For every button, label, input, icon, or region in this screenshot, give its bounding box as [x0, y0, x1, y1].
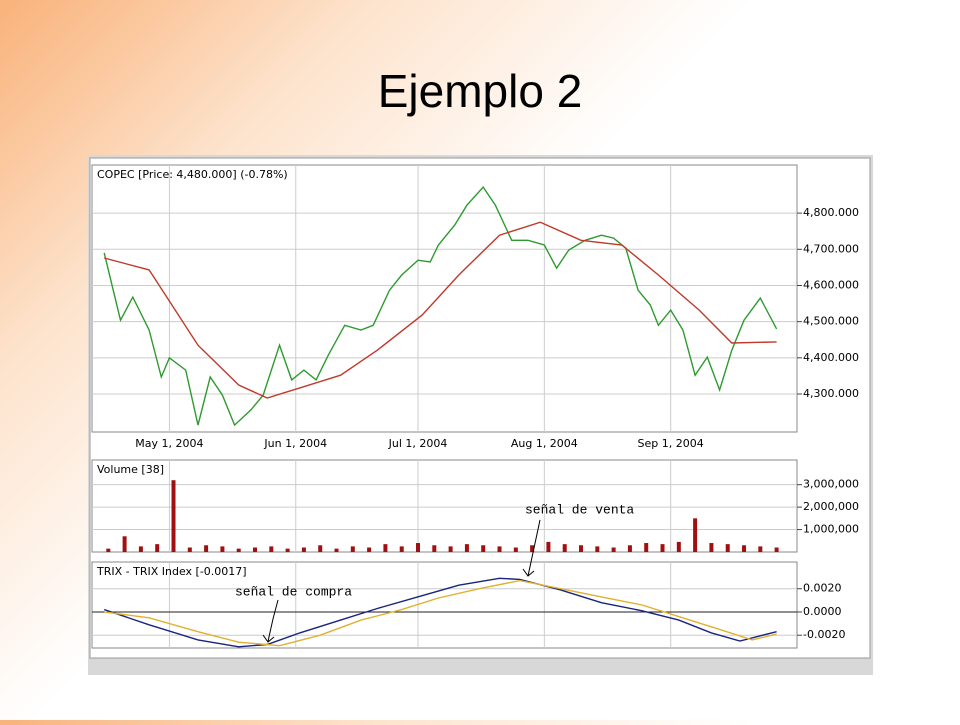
volume-bar [676, 541, 681, 552]
volume-bar [253, 547, 258, 552]
volume-bar [693, 518, 698, 552]
volume-bar [334, 548, 339, 552]
y-tick-label: 3,000,000 [803, 478, 859, 491]
volume-bar [530, 545, 535, 552]
volume-bar [106, 548, 111, 552]
x-tick-label: Aug 1, 2004 [511, 437, 578, 450]
panel-title: TRIX - TRIX Index [-0.0017] [96, 565, 247, 578]
volume-bar [464, 544, 469, 552]
annotation: señal de venta [525, 502, 634, 517]
line-series [104, 221, 777, 399]
volume-bar [546, 541, 551, 552]
volume-bar [448, 546, 453, 552]
volume-bar [350, 546, 355, 552]
slide-title: Ejemplo 2 [378, 65, 583, 117]
volume-bar [562, 544, 567, 552]
y-tick-label: 0.0000 [803, 605, 842, 618]
volume-bar [497, 546, 502, 552]
volume-bar [285, 548, 290, 552]
line-series [103, 577, 777, 648]
volume-bar [383, 544, 388, 552]
y-tick-label: -0.0020 [803, 628, 845, 641]
plot-area [91, 164, 798, 433]
y-tick-label: 2,000,000 [803, 500, 859, 513]
charts: May 1, 2004 Jun 1, 2004 Jul 1, 2004 Aug 1, … [91, 164, 859, 649]
volume-bar [204, 545, 209, 552]
annotation: señal de compra [235, 584, 352, 599]
y-tick-label: 4,300.000 [803, 387, 859, 400]
y-tick-label: 1,000,000 [803, 523, 859, 536]
annotation-arrow [262, 599, 279, 643]
volume-bar [236, 548, 241, 552]
plot-area [91, 459, 798, 553]
volume-bar [318, 545, 323, 552]
volume-bar [416, 543, 421, 552]
line-series [104, 579, 777, 647]
x-tick-label: Jul 1, 2004 [388, 437, 448, 450]
panel-title: COPEC [Price: 4,480.000] (-0.78%) [97, 168, 288, 181]
panel-title: Volume [38] [97, 463, 164, 476]
volume-bar [660, 544, 665, 552]
y-tick-label: 4,800.000 [803, 206, 859, 219]
volume-bar [644, 543, 649, 552]
x-tick-label: Sep 1, 2004 [638, 437, 704, 450]
x-tick-label: Jun 1, 2004 [263, 437, 327, 450]
volume-bar [758, 546, 763, 552]
volume-bar [367, 547, 372, 552]
volume-bar [742, 545, 747, 552]
volume-bar [155, 544, 160, 552]
y-tick-label: 4,600.000 [803, 278, 859, 291]
volume-bar [122, 536, 127, 552]
volume-bar [579, 545, 584, 552]
line-series [103, 185, 778, 427]
volume-bar [171, 480, 176, 552]
y-tick-label: 4,700.000 [803, 242, 859, 255]
volume-bar [611, 547, 616, 552]
volume-bar [432, 545, 437, 552]
volume-bar [481, 545, 486, 552]
volume-bar [301, 547, 306, 552]
volume-bar [399, 546, 404, 552]
volume-bar [513, 547, 518, 552]
volume-bar [187, 547, 192, 552]
volume-bar [138, 546, 143, 552]
plot-area [91, 561, 798, 649]
volume-bar [269, 546, 274, 552]
volume-bar [220, 546, 225, 552]
y-tick-label: 4,400.000 [803, 351, 859, 364]
x-tick-label: May 1, 2004 [135, 437, 203, 450]
volume-bar [709, 543, 714, 552]
y-tick-label: 4,500.000 [803, 315, 859, 328]
annotation-arrow [522, 519, 541, 577]
volume-bar [595, 546, 600, 552]
volume-bar [774, 547, 779, 552]
volume-bar [725, 544, 730, 552]
y-tick-label: 0.0020 [803, 582, 842, 595]
volume-bar [627, 545, 632, 552]
